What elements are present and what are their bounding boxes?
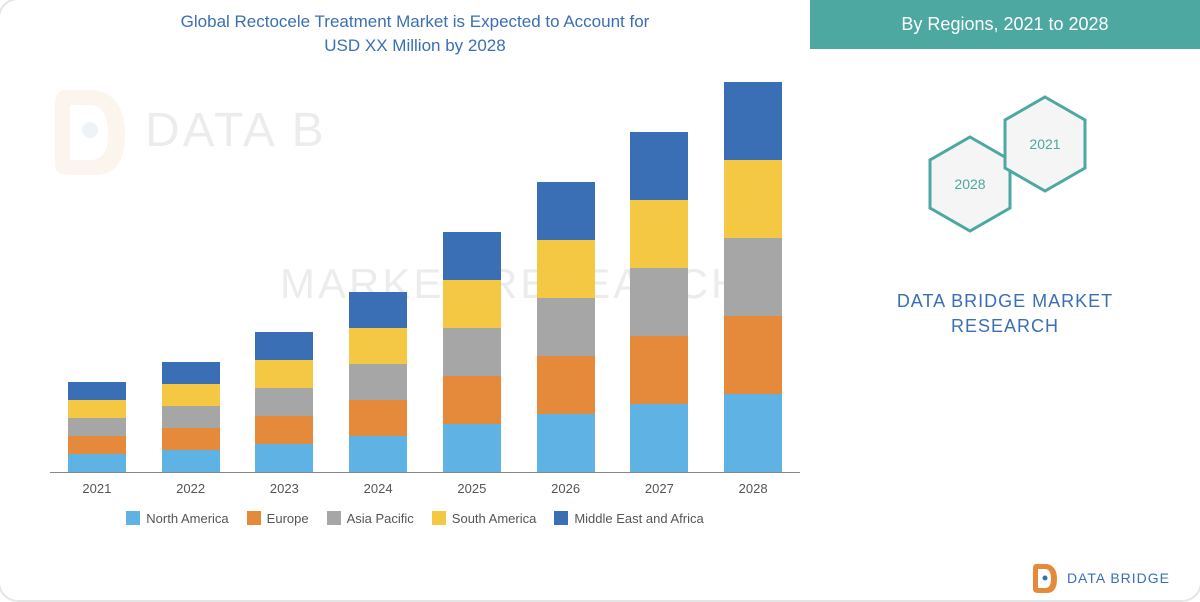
legend-label: Middle East and Africa [574,511,703,526]
legend-item: Europe [247,511,309,526]
bar-segment [349,292,407,328]
chart-title-line1: Global Rectocele Treatment Market is Exp… [181,12,650,31]
brand-line2: RESEARCH [951,316,1059,336]
chart-area: 2021 2022 2023 2024 2025 2026 2027 2028 [50,73,800,493]
bar-group [255,332,313,472]
brand-line1: DATA BRIDGE MARKET [897,291,1113,311]
chart-bars [50,73,800,473]
bottom-logo-icon [1031,561,1059,595]
legend-label: North America [146,511,228,526]
bar-segment [537,240,595,298]
bar-segment [162,384,220,406]
bar-group [68,382,126,472]
x-axis-label: 2026 [537,481,595,496]
legend-item: Asia Pacific [327,511,414,526]
bar-segment [724,316,782,394]
bar-group [537,182,595,472]
bar-segment [255,416,313,444]
chart-title: Global Rectocele Treatment Market is Exp… [40,10,790,58]
bar-segment [68,454,126,472]
bar-segment [724,160,782,238]
hexagon-group: 2028 2021 [810,89,1200,269]
bar-segment [630,268,688,336]
bar-segment [443,232,501,280]
bar-segment [443,376,501,424]
bar-segment [68,382,126,400]
bar-segment [255,444,313,472]
bar-segment [724,82,782,160]
x-axis-label: 2023 [255,481,313,496]
bar-group [162,362,220,472]
x-axis-label: 2024 [349,481,407,496]
legend-item: North America [126,511,228,526]
bottom-logo: DATA BRIDGE [1031,561,1170,595]
bottom-logo-text: DATA BRIDGE [1067,570,1170,586]
bar-segment [349,328,407,364]
bar-segment [537,182,595,240]
bar-segment [630,200,688,268]
bar-group [724,82,782,472]
bar-segment [443,280,501,328]
bar-segment [443,328,501,376]
chart-panel: Global Rectocele Treatment Market is Exp… [0,0,810,600]
x-axis-label: 2025 [443,481,501,496]
hexagon-2021: 2021 [1000,94,1090,194]
x-axis-labels: 2021 2022 2023 2024 2025 2026 2027 2028 [50,481,800,496]
bar-segment [162,362,220,384]
bar-segment [255,388,313,416]
bar-segment [724,394,782,472]
bar-segment [537,356,595,414]
x-axis-label: 2028 [724,481,782,496]
chart-legend: North America Europe Asia Pacific South Ame… [40,511,790,526]
brand-text: DATA BRIDGE MARKET RESEARCH [810,289,1200,339]
legend-item: Middle East and Africa [554,511,703,526]
legend-swatch [247,511,261,525]
main-container: DATA B MARKET RESEARCH Global Rectocele … [0,0,1200,600]
bar-segment [162,450,220,472]
legend-label: Europe [267,511,309,526]
chart-title-line2: USD XX Million by 2028 [324,36,505,55]
bar-segment [162,406,220,428]
legend-swatch [432,511,446,525]
bar-segment [349,400,407,436]
bar-segment [162,428,220,450]
hex-label-2021: 2021 [1029,136,1060,152]
x-axis-label: 2021 [68,481,126,496]
legend-item: South America [432,511,537,526]
bar-group [630,132,688,472]
bar-group [443,232,501,472]
bar-group [349,292,407,472]
hex-label-2028: 2028 [954,176,985,192]
legend-label: Asia Pacific [347,511,414,526]
regions-header: By Regions, 2021 to 2028 [810,0,1200,49]
legend-label: South America [452,511,537,526]
bar-segment [255,332,313,360]
bar-segment [630,404,688,472]
bar-segment [68,400,126,418]
bar-segment [68,436,126,454]
bar-segment [537,298,595,356]
legend-swatch [126,511,140,525]
bar-segment [630,132,688,200]
bar-segment [349,436,407,472]
bar-segment [68,418,126,436]
bar-segment [443,424,501,472]
bar-segment [349,364,407,400]
legend-swatch [554,511,568,525]
x-axis-label: 2027 [630,481,688,496]
bar-segment [724,238,782,316]
legend-swatch [327,511,341,525]
bar-segment [630,336,688,404]
bar-segment [537,414,595,472]
info-panel: By Regions, 2021 to 2028 2028 2021 DATA … [810,0,1200,600]
bar-segment [255,360,313,388]
x-axis-label: 2022 [162,481,220,496]
